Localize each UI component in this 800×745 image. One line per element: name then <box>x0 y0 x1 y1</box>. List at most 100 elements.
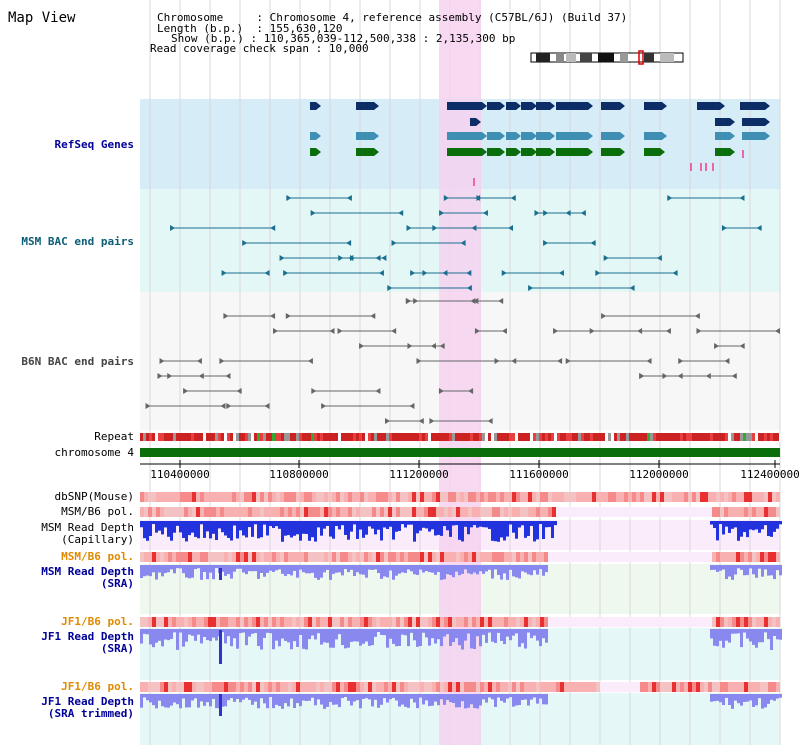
dbsnp-cell <box>732 492 736 502</box>
jf1-depth-sra-bar <box>407 629 410 647</box>
msm-pol-cell <box>200 507 204 517</box>
msm-depth-cap-bar <box>251 521 254 537</box>
msm-pol-cell <box>648 507 652 517</box>
track-label-jf1-depth-trim[interactable]: JF1 Read Depth (SRA trimmed) <box>41 696 134 720</box>
b6n-pair-end <box>501 328 507 334</box>
msm-pol-cell <box>524 507 528 517</box>
dbsnp-cell <box>624 492 628 502</box>
jf1-depth-trim-bar <box>521 694 524 700</box>
track-label-chromosome[interactable]: chromosome 4 <box>54 446 134 459</box>
msm-depth-cap-bar <box>179 521 182 533</box>
jf1-depth-trim-bar <box>413 694 416 703</box>
jf1-pol-cell <box>572 617 576 627</box>
jf1-depth-sra-bar <box>731 629 734 634</box>
msm-depth-sra-bar <box>191 565 194 578</box>
msm-depth-cap-bar <box>218 521 221 529</box>
jf1-depth-trim-bar <box>155 694 158 709</box>
dbsnp-cell <box>192 492 196 502</box>
msm-depth-sra-bar <box>308 565 311 574</box>
jf1-depth-sra-bar <box>338 629 341 635</box>
jf1-pol2-cell <box>700 682 704 692</box>
chromosome-bar[interactable] <box>140 448 780 457</box>
msm-pol-cell <box>428 507 432 517</box>
gene-arrow <box>660 148 665 156</box>
gene-arrow <box>532 102 537 110</box>
b6n-pair-end <box>219 358 225 364</box>
refseq-gene-features[interactable] <box>310 102 770 186</box>
repeat-block <box>539 433 542 441</box>
track-label-refseq[interactable]: RefSeq Genes <box>54 138 134 151</box>
msm-pol2-cell <box>380 552 384 562</box>
msm-depth-sra-bar <box>368 565 371 570</box>
msm-depth-sra-bar <box>329 565 332 580</box>
msm-depth-sra-bar <box>347 565 350 573</box>
repeat-block <box>497 433 500 441</box>
repeat-block <box>392 433 395 441</box>
jf1-depth-trim-bar <box>365 694 368 699</box>
dbsnp-cell <box>760 492 764 502</box>
track-label-dbsnp[interactable]: dbSNP(Mouse) <box>54 490 134 503</box>
msm-pol2-cell <box>472 552 476 562</box>
repeat-block <box>386 433 389 441</box>
msm-depth-sra-bar <box>773 565 776 580</box>
polymorphism-heat-tracks[interactable] <box>140 492 780 692</box>
dbsnp-cell <box>736 492 740 502</box>
jf1-depth-trim-bar <box>185 694 188 708</box>
msm-depth-sra-bar <box>242 565 245 573</box>
gene-tick <box>712 163 714 171</box>
gene-arrow <box>476 118 481 126</box>
jf1-depth-trim-bar <box>431 694 434 706</box>
track-label-msm-bac[interactable]: MSM BAC end pairs <box>21 235 134 248</box>
repeat-block <box>377 433 380 441</box>
track-label-b6n-bac[interactable]: B6N BAC end pairs <box>21 355 134 368</box>
jf1-pol-cell <box>568 617 572 627</box>
repeat-block <box>284 433 287 441</box>
jf1-pol2-cell <box>408 682 412 692</box>
jf1-pol-cell <box>560 617 564 627</box>
repeat-block <box>770 433 773 441</box>
repeat-block <box>194 433 197 441</box>
track-label-msm-depth-cap[interactable]: MSM Read Depth (Capillary) <box>41 522 134 546</box>
jf1-depth-trim-bar <box>503 694 506 703</box>
msm-pol-cell <box>768 507 772 517</box>
jf1-depth-trim-bar <box>485 694 488 703</box>
msm-depth-cap-bar <box>527 521 530 536</box>
msm-depth-sra-bar <box>173 565 176 574</box>
msm-pol-cell <box>752 507 756 517</box>
msm-pair-end <box>381 255 387 261</box>
msm-pol2-cell <box>424 552 428 562</box>
chromosome-ideogram[interactable] <box>530 50 684 65</box>
track-label-jf1-b6-pol-1[interactable]: JF1/B6 pol. <box>61 615 134 628</box>
msm-depth-sra-bar <box>497 565 500 576</box>
jf1-pol2-cell <box>284 682 288 692</box>
jf1-pol-cell <box>396 617 400 627</box>
repeat-block <box>293 433 296 441</box>
repeat-block <box>149 433 152 441</box>
jf1-pol-cell <box>268 617 272 627</box>
track-label-msm-depth-sra[interactable]: MSM Read Depth (SRA) <box>41 566 134 590</box>
track-label-repeat[interactable]: Repeat <box>94 430 134 443</box>
jf1-depth-sra-bar <box>347 629 350 648</box>
dbsnp-cell <box>292 492 296 502</box>
repeat-track[interactable] <box>140 433 782 441</box>
msm-pol2-cell <box>184 552 188 562</box>
msm-pol2-cell <box>708 552 712 562</box>
jf1-pol2-cell <box>424 682 428 692</box>
gene-block <box>697 102 720 110</box>
jf1-pol-cell <box>580 617 584 627</box>
repeat-block <box>152 433 155 441</box>
jf1-depth-trim-bar <box>167 694 170 708</box>
track-label-jf1-depth-sra[interactable]: JF1 Read Depth (SRA) <box>41 631 134 655</box>
b6n-pair-end <box>487 418 493 424</box>
track-label-jf1-b6-pol-2[interactable]: JF1/B6 pol. <box>61 680 134 693</box>
msm-pol-cell <box>564 507 568 517</box>
chromosome-label: Chromosome <box>157 11 224 24</box>
b6n-bac-end-pair-features[interactable] <box>145 298 780 424</box>
read-depth-tracks[interactable] <box>140 521 782 716</box>
msm-pol-cell <box>532 507 536 517</box>
jf1-pol2-cell <box>584 682 588 692</box>
track-label-msm-b6-pol-1[interactable]: MSM/B6 pol. <box>61 505 134 518</box>
msm-depth-cap-bar <box>320 521 323 536</box>
track-label-msm-b6-pol-2[interactable]: MSM/B6 pol. <box>61 550 134 563</box>
msm-bac-end-pair-features[interactable] <box>170 195 762 291</box>
